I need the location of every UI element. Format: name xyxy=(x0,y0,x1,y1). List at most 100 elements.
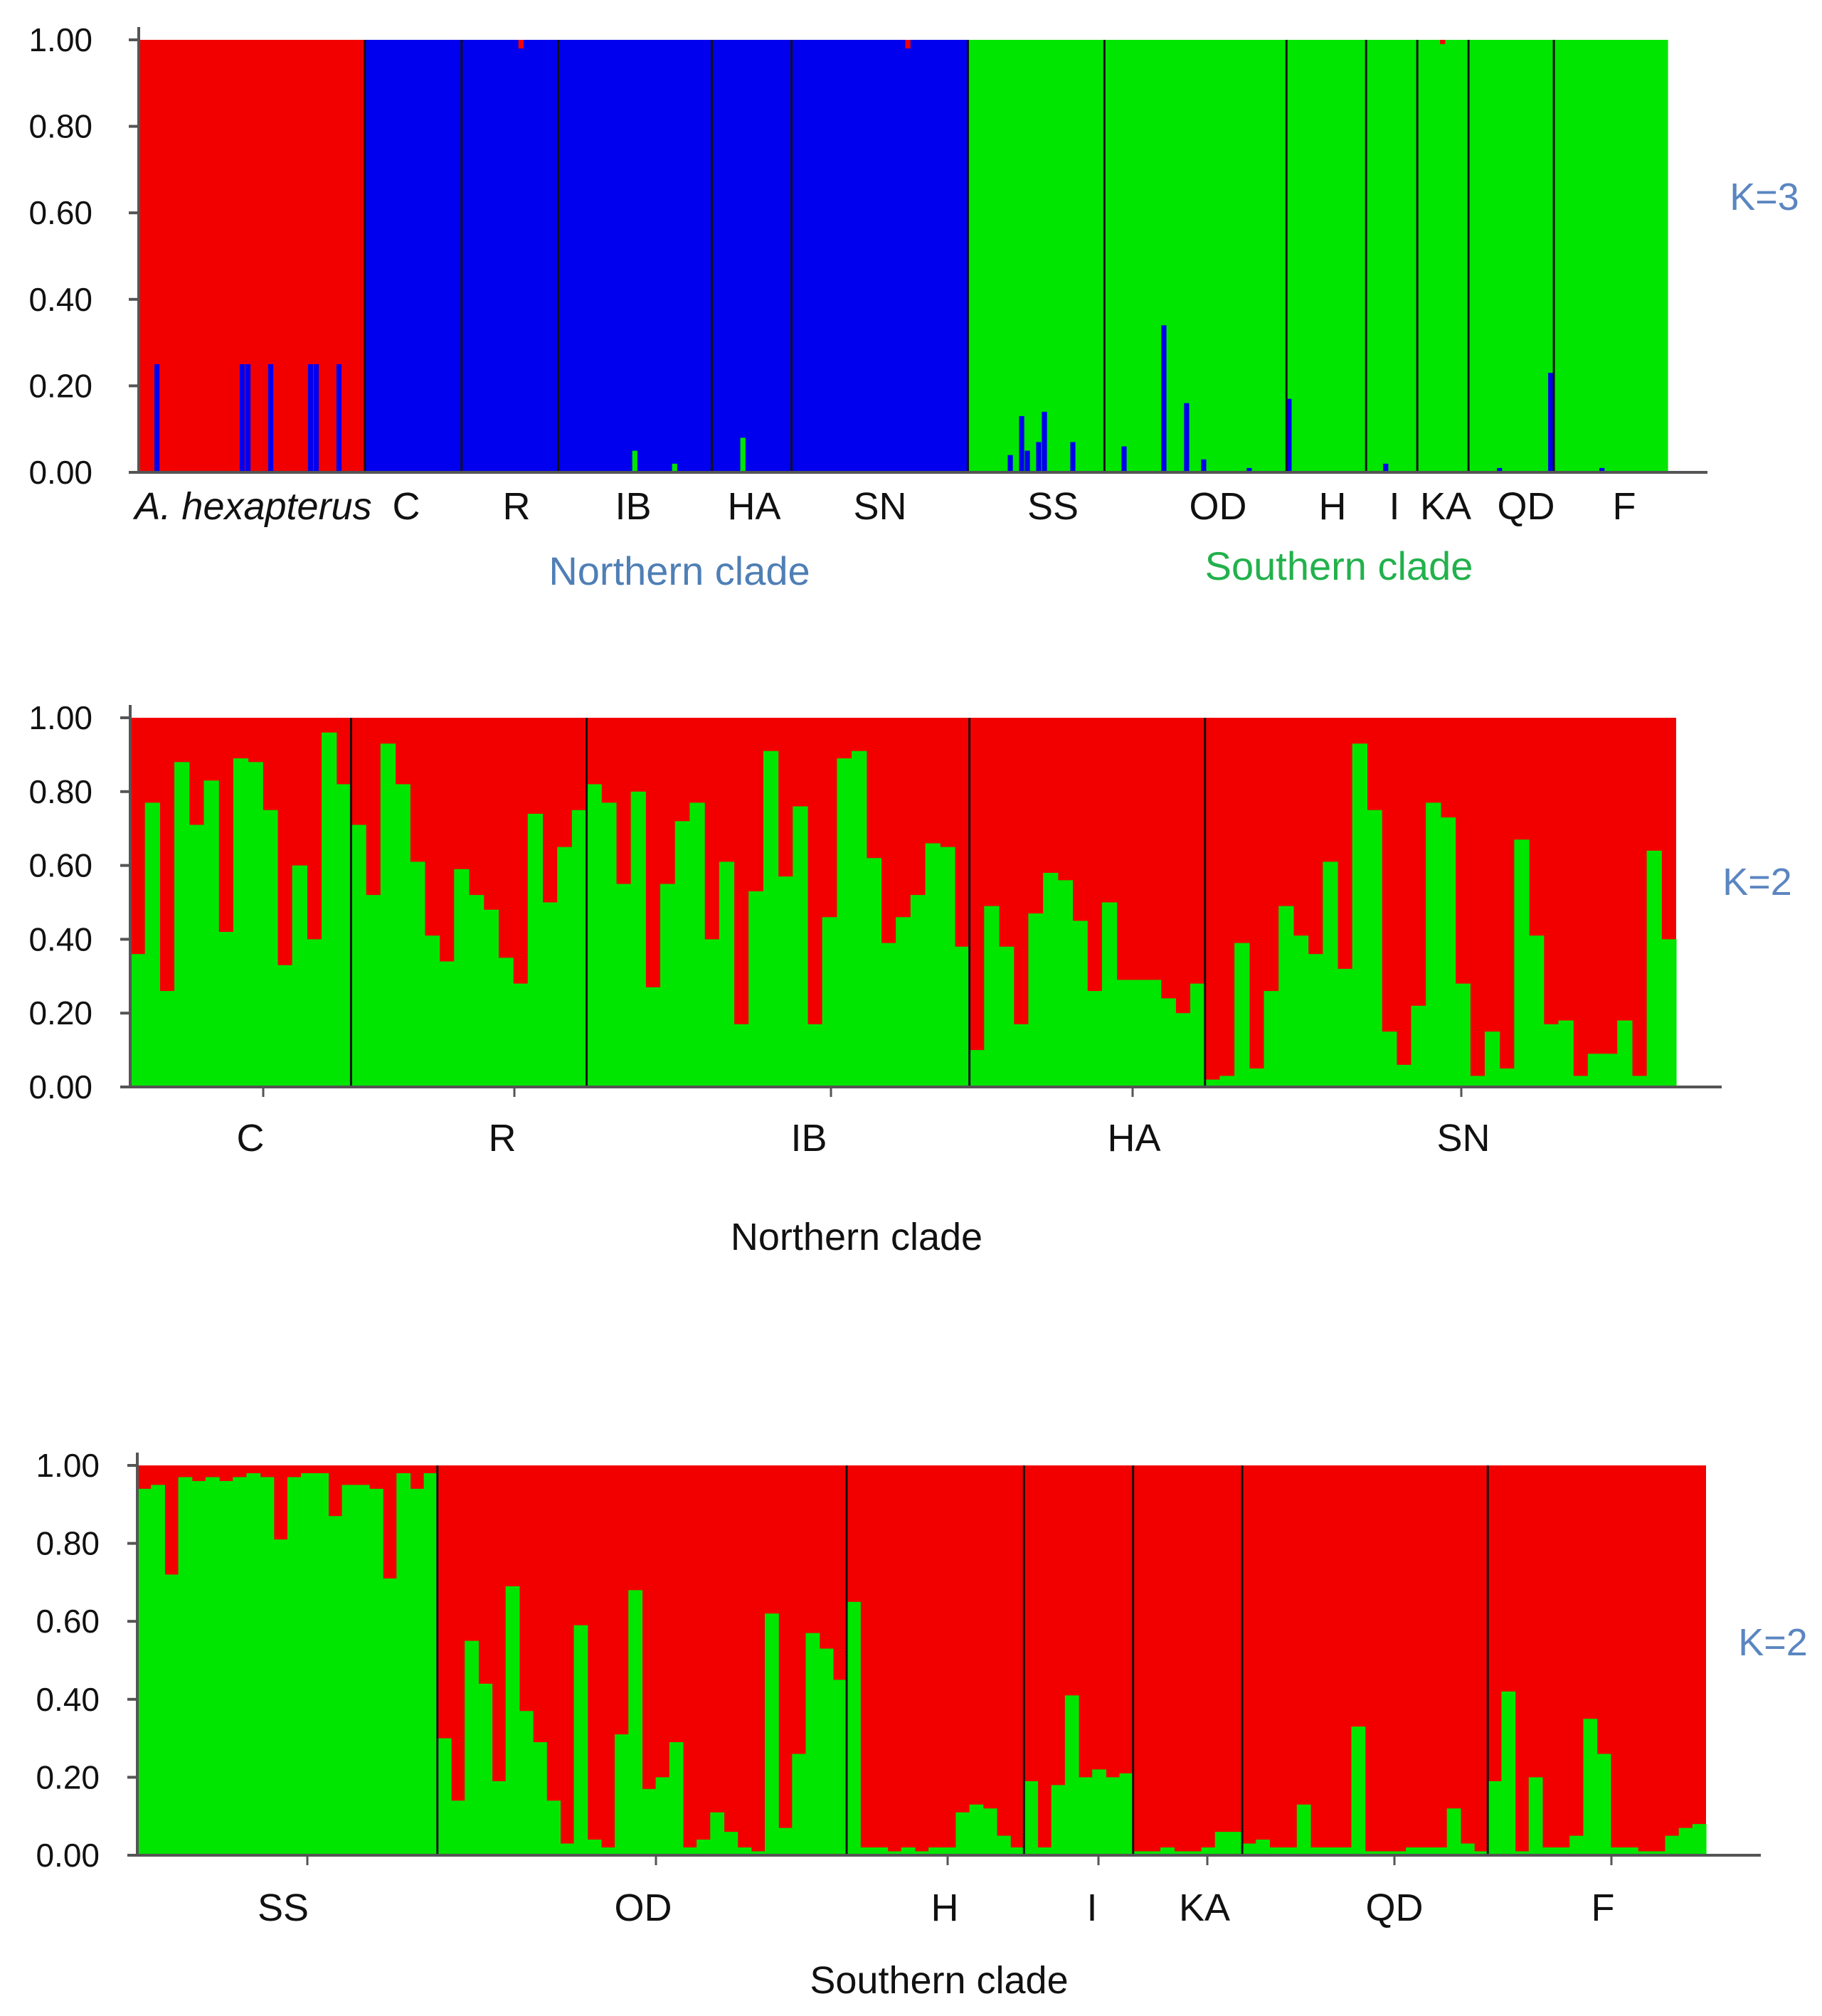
group-block-F xyxy=(1554,40,1668,472)
individual-bar xyxy=(380,743,396,1087)
individual-bar xyxy=(697,1840,711,1855)
individual-bar xyxy=(914,1851,929,1855)
individual-bar xyxy=(778,1827,793,1855)
y-axis-2: 0.00 0.20 0.40 0.60 0.80 1.00 xyxy=(28,699,132,1105)
individual-bar xyxy=(1378,1851,1393,1855)
individual-bar xyxy=(1219,1076,1235,1087)
individual-bar xyxy=(395,784,411,1087)
individual-bar xyxy=(1037,1847,1052,1855)
individual-bar xyxy=(655,1777,670,1855)
individual-bar xyxy=(498,957,514,1087)
individual-bar xyxy=(1214,1832,1229,1855)
population-label-ss: SS xyxy=(1027,485,1079,528)
individual-bar xyxy=(1617,1020,1633,1087)
admixture-bar xyxy=(1070,442,1076,472)
individual-bar xyxy=(1484,1031,1500,1087)
admixture-bar xyxy=(1024,450,1030,472)
group-block-I xyxy=(1366,40,1418,472)
admixture-bar xyxy=(1019,415,1024,472)
individual-bar xyxy=(478,1683,493,1855)
population-label-sn: SN xyxy=(853,485,906,528)
individual-bar xyxy=(1474,1851,1488,1855)
individual-bar xyxy=(601,802,617,1087)
individual-bar xyxy=(710,1812,725,1855)
individual-bar xyxy=(410,1488,425,1855)
population-label-c: C xyxy=(393,485,420,528)
population-label-sn: SN xyxy=(1436,1117,1490,1160)
individual-bar xyxy=(587,1840,602,1855)
population-label-ahexapterus: A. hexapterus xyxy=(132,485,371,528)
individual-bar xyxy=(1396,1064,1412,1087)
individual-bar xyxy=(955,1812,970,1855)
individual-bar xyxy=(355,1485,370,1855)
population-label-ib: IB xyxy=(790,1117,827,1160)
admixture-bar xyxy=(1007,455,1013,472)
y-tick-label: 1.00 xyxy=(28,699,92,736)
individual-bar xyxy=(689,802,705,1087)
admixture-bar xyxy=(672,463,677,472)
individual-bar xyxy=(301,1473,315,1855)
admixture-bar xyxy=(1440,40,1446,45)
individual-bar xyxy=(1051,1785,1066,1855)
individual-bar xyxy=(1556,1847,1570,1855)
individual-bar xyxy=(439,961,455,1087)
individual-bar xyxy=(1201,1847,1216,1855)
individual-bar xyxy=(751,1851,766,1855)
individual-bar xyxy=(1488,1781,1502,1855)
individual-bar xyxy=(704,939,720,1087)
individual-bar xyxy=(1638,1851,1652,1855)
individual-bar xyxy=(645,987,661,1087)
individual-bar xyxy=(1174,1851,1188,1855)
individual-bar xyxy=(669,1742,684,1855)
individual-bar xyxy=(1338,1847,1352,1855)
admixture-bar xyxy=(518,40,524,49)
individual-bar xyxy=(573,1625,588,1855)
individual-bar xyxy=(1587,1054,1604,1087)
y-tick-label: 0.80 xyxy=(28,108,92,145)
k-label: K=3 xyxy=(1730,176,1799,218)
individual-bar xyxy=(1569,1835,1584,1855)
individual-bar xyxy=(793,806,808,1087)
individual-bar xyxy=(174,762,190,1087)
population-label-i: I xyxy=(1389,485,1399,528)
individual-bar xyxy=(615,1734,629,1855)
individual-bar xyxy=(1264,991,1279,1087)
individual-bar xyxy=(901,1847,916,1855)
individual-bar xyxy=(1324,1847,1338,1855)
individual-bar xyxy=(1249,1068,1265,1087)
individual-bar xyxy=(1269,1847,1284,1855)
individual-bar xyxy=(396,1473,411,1855)
y-tick-label: 0.60 xyxy=(28,194,92,231)
individual-bar xyxy=(468,895,484,1087)
individual-bar xyxy=(483,909,499,1087)
individual-bar xyxy=(137,1488,152,1855)
individual-bar xyxy=(1665,1835,1680,1855)
individual-bar xyxy=(1470,1076,1485,1087)
group-block-R xyxy=(461,40,559,472)
population-label-h: H xyxy=(931,1887,959,1929)
y-tick-label: 0.80 xyxy=(28,773,92,810)
individual-bar xyxy=(533,1742,547,1855)
individual-bar xyxy=(982,1808,997,1855)
individual-bar xyxy=(969,1050,985,1087)
individual-bar xyxy=(571,810,588,1087)
population-label-c: C xyxy=(237,1117,265,1160)
y-tick-label: 0.20 xyxy=(28,367,92,404)
individual-bar xyxy=(969,1804,984,1855)
individual-bar xyxy=(1433,1847,1448,1855)
population-label-f: F xyxy=(1591,1887,1615,1929)
individual-bar xyxy=(1529,935,1545,1087)
individual-bar xyxy=(925,843,941,1087)
individual-bar xyxy=(1013,1024,1029,1087)
population-label-qd: QD xyxy=(1498,485,1555,528)
individual-bar xyxy=(1160,998,1176,1087)
individual-bar xyxy=(1543,1024,1559,1087)
individual-bar xyxy=(1514,839,1530,1087)
individual-bar xyxy=(586,784,602,1087)
individual-bar xyxy=(1175,1013,1191,1087)
individual-bar xyxy=(1426,802,1441,1087)
individual-bar xyxy=(999,946,1015,1087)
individual-bar xyxy=(866,858,882,1087)
individual-bar xyxy=(1573,1076,1589,1087)
